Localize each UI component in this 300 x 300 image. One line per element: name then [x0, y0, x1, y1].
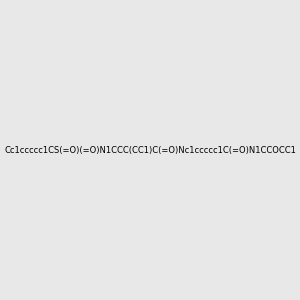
Text: Cc1ccccc1CS(=O)(=O)N1CCC(CC1)C(=O)Nc1ccccc1C(=O)N1CCOCC1: Cc1ccccc1CS(=O)(=O)N1CCC(CC1)C(=O)Nc1ccc…: [4, 146, 296, 154]
